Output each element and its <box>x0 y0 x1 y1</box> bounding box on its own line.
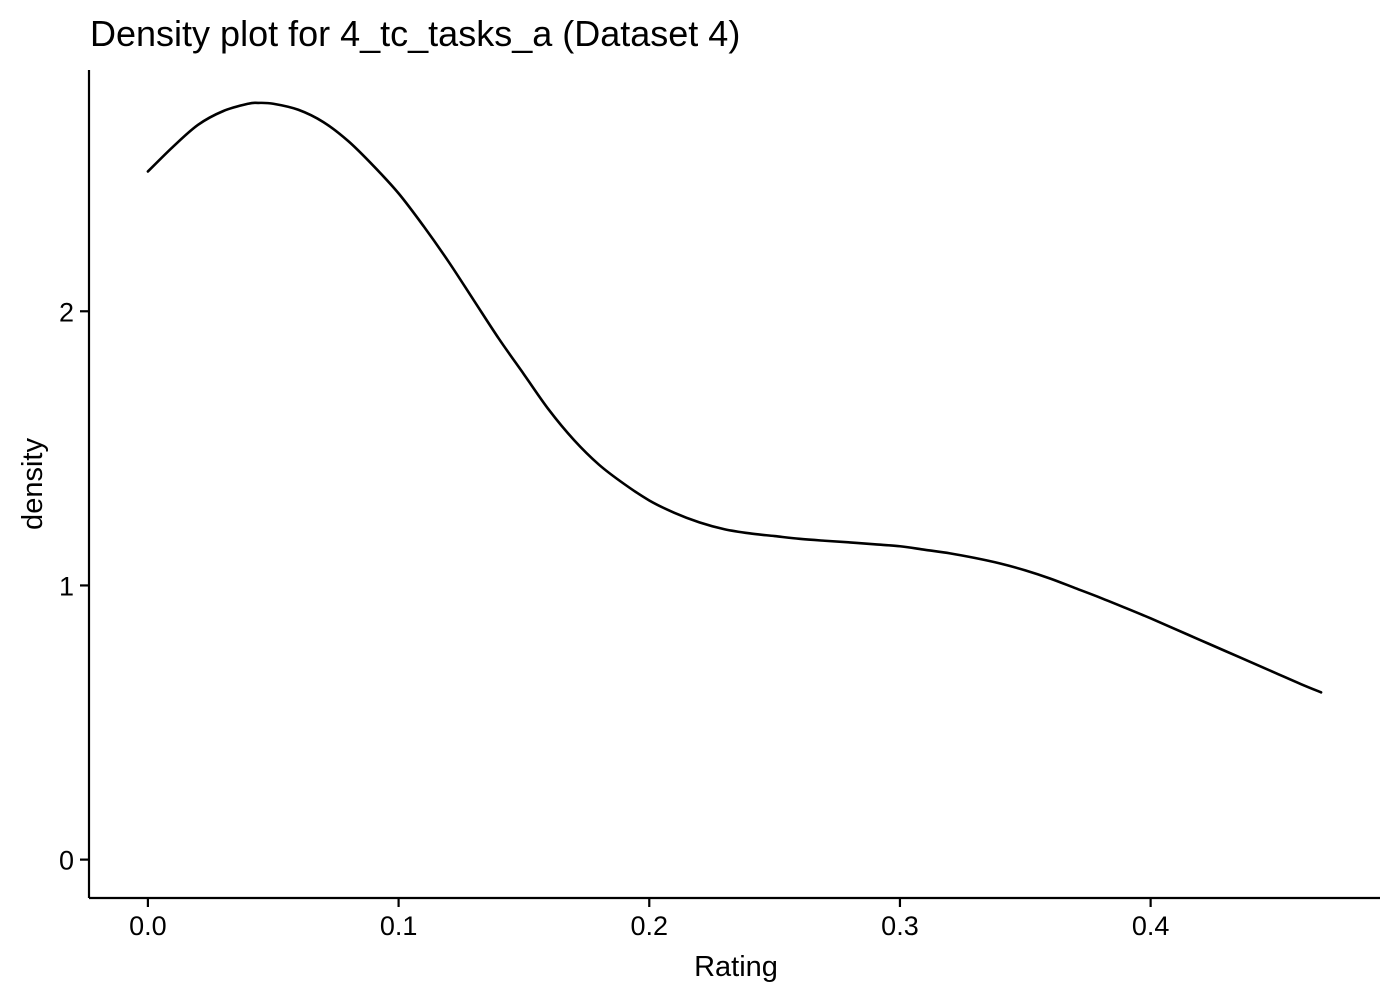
density-curve <box>146 101 1323 694</box>
y-axis-label: density <box>17 438 49 530</box>
x-axis: 0.0 0.1 0.2 0.3 0.4 <box>89 896 1380 941</box>
x-tick-label: 0.3 <box>881 911 919 941</box>
x-tick-label: 0.4 <box>1132 911 1170 941</box>
chart-title: Density plot for 4_tc_tasks_a (Dataset 4… <box>90 13 740 54</box>
y-tick-label: 1 <box>59 571 74 601</box>
x-tick-label: 0.0 <box>129 911 167 941</box>
y-tick-label: 2 <box>59 297 74 327</box>
plot-area <box>146 101 1323 694</box>
x-tick-label: 0.1 <box>380 911 418 941</box>
x-tick-label: 0.2 <box>630 911 668 941</box>
y-axis: 0 1 2 <box>59 70 91 898</box>
y-tick-label: 0 <box>59 846 74 876</box>
x-axis-label: Rating <box>694 951 778 983</box>
